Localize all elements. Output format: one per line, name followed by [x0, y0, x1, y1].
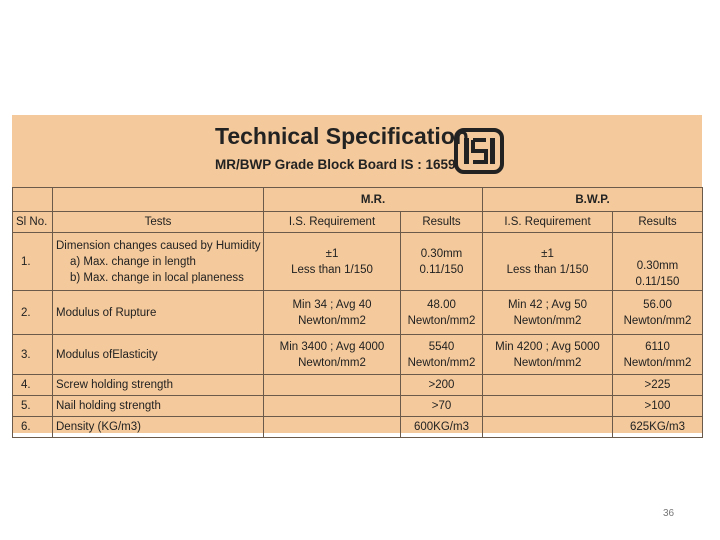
cell-line: 0.11/150: [635, 276, 680, 288]
cell-line: 5540: [428, 340, 455, 353]
cell: >70: [400, 395, 483, 417]
cell: [482, 395, 613, 417]
cell-line: Newton/mm2: [623, 314, 692, 327]
cell: 625KG/m3: [612, 416, 703, 438]
cell: 2.: [12, 290, 53, 335]
cell: Nail holding strength: [52, 395, 264, 417]
cell-line: Dimension changes caused by Humidity: [56, 239, 261, 252]
cell: 5540 Newton/mm2: [400, 334, 483, 375]
table-row: 4. Screw holding strength >200 >225: [12, 374, 703, 396]
cell: 600KG/m3: [400, 416, 483, 438]
cell: 3.: [12, 334, 53, 375]
cell-line: b) Max. change in local planeness: [70, 271, 244, 284]
cell: Modulus ofElasticity: [52, 334, 264, 375]
cell-line: Newton/mm2: [298, 314, 366, 327]
cell: [12, 187, 53, 212]
spec-table: M.R. B.W.P. Sl No. Tests I.S. Requirement Res…: [12, 187, 703, 438]
cell: Density (KG/m3): [52, 416, 264, 438]
cell: Screw holding strength: [52, 374, 264, 396]
cell-line: 56.00: [643, 298, 672, 311]
cell: [263, 416, 401, 438]
cell: 0.30mm 0.11/150: [612, 232, 703, 291]
title: Technical Specification: [215, 123, 469, 149]
table-row: 1. Dimension changes caused by Humidity a)…: [12, 232, 703, 291]
cell: Min 4200 ; Avg 5000 Newton/mm2: [482, 334, 613, 375]
cell: [482, 416, 613, 438]
cell-line: Newton/mm2: [407, 356, 476, 369]
column-header: Tests: [52, 211, 264, 233]
cell: 6110 Newton/mm2: [612, 334, 703, 375]
cell-line: Newton/mm2: [407, 314, 476, 327]
cell: Dimension changes caused by Humidity a) M…: [52, 232, 264, 291]
group-header: M.R.: [263, 187, 483, 212]
cell: >200: [400, 374, 483, 396]
cell-line: Min 3400 ; Avg 4000: [279, 340, 385, 353]
cell: ±1 Less than 1/150: [482, 232, 613, 291]
cell-line: 0.11/150: [419, 263, 464, 276]
cell: [482, 374, 613, 396]
cell-line: Newton/mm2: [513, 314, 582, 327]
table-row: 6. Density (KG/m3) 600KG/m3 625KG/m3: [12, 416, 703, 438]
cell-line: 6110: [645, 340, 670, 353]
cell: 56.00 Newton/mm2: [612, 290, 703, 335]
cell-line: Min 42 ; Avg 50: [507, 298, 588, 311]
header-row: M.R. B.W.P.: [12, 187, 703, 212]
table-row: 2. Modulus of Rupture Min 34 ; Avg 40 Newto…: [12, 290, 703, 335]
cell-line: ±1: [325, 247, 339, 260]
cell-line: Min 4200 ; Avg 5000: [495, 340, 600, 353]
cell: 1.: [12, 232, 53, 291]
isi-logo: [454, 128, 504, 174]
column-header: Sl No.: [12, 211, 53, 233]
page-number: 36: [663, 508, 675, 519]
column-header: Results: [400, 211, 483, 233]
cell: 0.30mm 0.11/150: [400, 232, 483, 291]
cell: >100: [612, 395, 703, 417]
cell: 6.: [12, 416, 53, 438]
cell: [263, 395, 401, 417]
cell-line: Newton/mm2: [298, 356, 366, 369]
table-row: 3. Modulus ofElasticity Min 3400 ; Avg 400…: [12, 334, 703, 375]
cell-line: Newton/mm2: [513, 356, 582, 369]
column-header: I.S. Requirement: [263, 211, 401, 233]
cell: 48.00 Newton/mm2: [400, 290, 483, 335]
cell: ±1 Less than 1/150: [263, 232, 401, 291]
column-header: Results: [612, 211, 703, 233]
header-row: Sl No. Tests I.S. Requirement Results I.S. R…: [12, 211, 703, 233]
spec-panel: Technical Specification MR/BWP Grade Blo…: [12, 115, 703, 438]
cell: Min 3400 ; Avg 4000 Newton/mm2: [263, 334, 401, 375]
cell-line: Less than 1/150: [291, 263, 373, 276]
cell-line: Min 34 ; Avg 40: [292, 298, 372, 311]
cell-line: a) Max. change in length: [70, 255, 196, 268]
cell: Modulus of Rupture: [52, 290, 264, 335]
cell: Min 42 ; Avg 50 Newton/mm2: [482, 290, 613, 335]
table-row: 5. Nail holding strength >70 >100: [12, 395, 703, 417]
cell: [263, 374, 401, 396]
cell-line: Less than 1/150: [506, 263, 589, 276]
cell-line: 0.30mm: [636, 260, 679, 272]
cell-line: 0.30mm: [420, 247, 463, 260]
cell: >225: [612, 374, 703, 396]
group-header: B.W.P.: [482, 187, 703, 212]
cell-line: Newton/mm2: [623, 356, 692, 369]
cell: Min 34 ; Avg 40 Newton/mm2: [263, 290, 401, 335]
cell: [52, 187, 264, 212]
cell-line: ±1: [541, 247, 554, 260]
cell: 5.: [12, 395, 53, 417]
subtitle: MR/BWP Grade Block Board IS : 1659: [215, 157, 456, 172]
column-header: I.S. Requirement: [482, 211, 613, 233]
cell-line: 48.00: [427, 298, 456, 311]
cell: 4.: [12, 374, 53, 396]
